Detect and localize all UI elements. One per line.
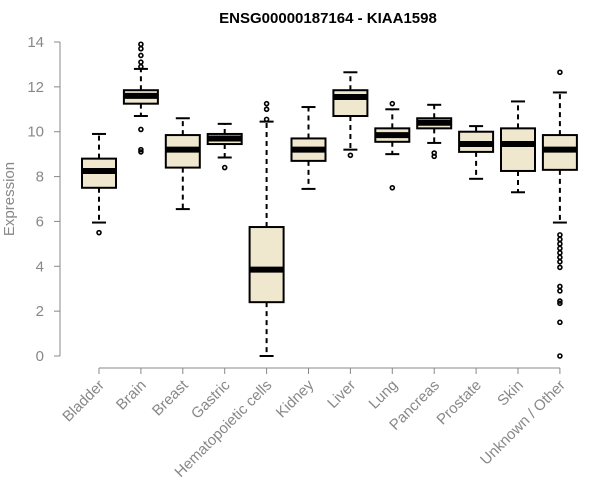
outlier-point xyxy=(557,232,563,238)
box-bladder xyxy=(81,132,117,236)
outlier-point xyxy=(263,100,270,107)
box-lung xyxy=(374,100,411,191)
x-tick-label: Liver xyxy=(324,377,359,412)
outlier-point xyxy=(557,264,563,271)
chart-title: ENSG00000187164 - KIAA1598 xyxy=(219,10,437,27)
box-hematopoietic-cells xyxy=(248,100,285,357)
y-tick-label: 8 xyxy=(36,169,44,186)
outlier-point xyxy=(557,241,563,247)
outlier-point xyxy=(138,126,144,133)
outlier-point xyxy=(263,106,270,113)
box-iqr xyxy=(248,226,285,304)
outlier-point xyxy=(557,300,563,307)
y-tick-label: 10 xyxy=(27,124,44,141)
x-tick-label: Breast xyxy=(149,376,192,419)
outlier-point xyxy=(557,283,563,290)
outlier-point xyxy=(138,149,144,155)
outlier-point xyxy=(431,153,438,160)
y-tick-label: 12 xyxy=(27,79,44,96)
box-pancreas xyxy=(416,103,453,160)
box-breast xyxy=(164,117,201,211)
y-tick-label: 6 xyxy=(36,213,44,230)
outlier-point xyxy=(557,298,563,304)
outlier-point xyxy=(557,353,563,359)
x-tick-label: Kidney xyxy=(273,376,318,421)
outlier-point xyxy=(138,45,144,52)
y-tick-label: 4 xyxy=(36,258,44,275)
outlier-point xyxy=(557,245,563,252)
outlier-point xyxy=(557,69,563,76)
outlier-point xyxy=(557,250,563,256)
box-brain xyxy=(122,41,159,155)
outlier-point xyxy=(557,236,563,243)
box-unknown-other xyxy=(541,69,578,359)
y-tick-label: 2 xyxy=(36,303,44,320)
outlier-point xyxy=(138,146,144,153)
x-tick-label: Skin xyxy=(494,377,527,410)
outlier-point xyxy=(138,41,144,48)
outlier-point xyxy=(557,319,563,326)
x-tick-label: Prostate xyxy=(433,377,485,429)
box-iqr xyxy=(500,127,536,172)
box-skin xyxy=(500,100,536,194)
y-tick-label: 0 xyxy=(36,348,44,365)
outlier-point xyxy=(389,184,396,191)
y-tick-label: 14 xyxy=(27,34,44,51)
x-tick-label: Brain xyxy=(113,377,150,414)
outlier-point xyxy=(138,52,144,59)
outlier-point xyxy=(263,116,270,123)
box-gastric xyxy=(206,122,243,171)
boxes-group xyxy=(81,41,578,359)
outlier-point xyxy=(138,63,144,70)
outlier-point xyxy=(557,288,563,294)
x-tick-label: Lung xyxy=(366,377,402,413)
outlier-point xyxy=(221,164,228,171)
box-kidney xyxy=(290,106,327,190)
outlier-point xyxy=(96,229,102,236)
outlier-point xyxy=(557,254,563,261)
outlier-point xyxy=(389,100,396,107)
x-tick-label: Bladder xyxy=(59,377,108,426)
box-liver xyxy=(332,71,369,159)
y-axis-label: Expression xyxy=(1,162,18,236)
outlier-point xyxy=(138,59,144,65)
outlier-point xyxy=(347,152,354,159)
y-axis: 0 2 4 6 8 10 12 14 xyxy=(27,34,61,365)
outlier-point xyxy=(557,258,563,265)
box-prostate xyxy=(458,125,495,180)
